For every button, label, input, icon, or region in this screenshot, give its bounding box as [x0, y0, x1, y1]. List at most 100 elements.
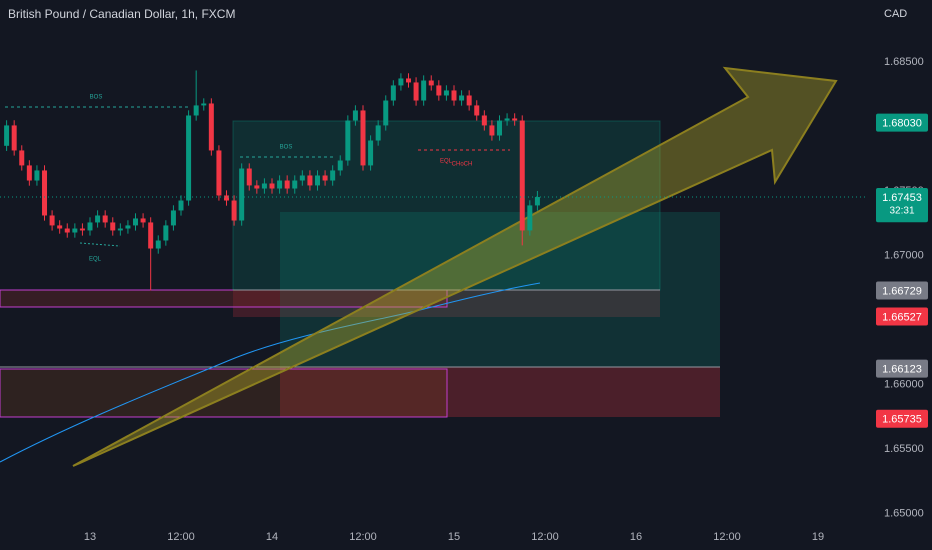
candle-body: [117, 228, 123, 231]
annotation: EQL: [89, 257, 102, 263]
y-tick-label: 1.66000: [884, 378, 924, 390]
candle-body: [481, 115, 487, 126]
candle-body: [239, 168, 245, 221]
chart-title: British Pound / Canadian Dollar, 1h, FXC…: [8, 7, 235, 21]
candle-body: [186, 115, 192, 201]
candle-body: [436, 85, 442, 96]
trend-arrow: [72, 66, 838, 467]
candle-body: [231, 200, 237, 221]
price-label-box: [876, 409, 928, 428]
price-label-box: [876, 307, 928, 326]
price-label: 1.66729: [882, 285, 922, 297]
candle-body: [519, 120, 525, 231]
x-tick-label: 15: [448, 531, 460, 543]
candle-body: [72, 228, 78, 233]
price-label: 1.65735: [882, 414, 922, 426]
candle-body: [368, 140, 374, 166]
candle-body: [148, 222, 154, 249]
candle-body: [315, 175, 321, 186]
annotation: EQL: [440, 159, 453, 165]
candle-body: [110, 222, 116, 231]
price-label-box: [876, 359, 928, 378]
candle-body: [140, 218, 146, 223]
price-label: 1.66123: [882, 364, 922, 376]
candle-body: [405, 78, 411, 83]
y-tick-label: 1.68500: [884, 56, 924, 68]
candle-body: [4, 125, 10, 146]
candle-body: [496, 120, 502, 136]
candle-body: [87, 222, 93, 231]
candle-body: [269, 183, 275, 189]
x-tick-label: 12:00: [531, 531, 559, 543]
currency-label: CAD: [884, 8, 907, 20]
candle-body: [337, 160, 343, 171]
candle-body: [474, 105, 480, 116]
candle-body: [413, 82, 419, 101]
countdown: 32:31: [889, 206, 914, 217]
last-price-box: [876, 188, 928, 219]
candle-body: [428, 80, 434, 86]
candle-body: [57, 225, 63, 229]
x-tick-label: 12:00: [713, 531, 741, 543]
price-label-box: [876, 281, 928, 300]
x-tick-label: 12:00: [349, 531, 377, 543]
candle-body: [34, 170, 40, 181]
annotation: BOS: [280, 145, 293, 151]
x-tick-label: 12:00: [167, 531, 195, 543]
candle-body: [193, 105, 199, 116]
candle-body: [512, 118, 518, 121]
x-tick-label: 16: [630, 531, 642, 543]
candle-body: [216, 150, 222, 196]
annotation: CHoCH: [452, 162, 473, 168]
candle-body: [254, 185, 260, 189]
moving-average: [0, 282, 541, 463]
y-tick-label: 1.67000: [884, 249, 924, 261]
annotation: BOS: [90, 95, 103, 101]
candle-body: [390, 85, 396, 101]
candle-body: [11, 125, 17, 151]
candle-body: [155, 240, 161, 249]
drawing-layer: [0, 66, 838, 467]
price-label: 1.68030: [882, 117, 922, 129]
candle-body: [466, 95, 472, 106]
candle-body: [360, 110, 366, 166]
order-block: [0, 289, 448, 308]
candle-body: [178, 200, 184, 211]
candle-body: [261, 183, 267, 189]
price-label-box: [876, 113, 928, 132]
order-block: [0, 368, 448, 418]
x-tick-label: 19: [812, 531, 824, 543]
candle-body: [307, 175, 313, 186]
y-tick-label: 1.65000: [884, 507, 924, 519]
candle-body: [64, 228, 70, 233]
candle-body: [352, 110, 358, 121]
eql-line: [79, 242, 121, 247]
candle-body: [504, 118, 510, 121]
candle-body: [459, 95, 465, 101]
candle-body: [421, 80, 427, 101]
candle-body: [398, 78, 404, 86]
candle-body: [26, 165, 32, 181]
candle-body: [322, 175, 328, 181]
y-tick-label: 1.65500: [884, 443, 924, 455]
candle-body: [451, 90, 457, 101]
x-tick-label: 14: [266, 531, 278, 543]
candle-body: [208, 103, 214, 151]
candle-body: [527, 205, 533, 231]
candle-body: [246, 168, 252, 186]
candle-body: [345, 120, 351, 161]
candle-body: [489, 125, 495, 136]
candle-body: [170, 210, 176, 226]
candle-body: [102, 215, 108, 223]
candle-body: [284, 180, 290, 189]
candle-body: [133, 218, 139, 226]
candle-body: [534, 197, 540, 206]
candle-body: [224, 195, 230, 201]
candle-body: [292, 180, 298, 189]
candle-body: [277, 180, 283, 189]
candle-body: [125, 225, 131, 229]
candle-body: [299, 175, 305, 181]
